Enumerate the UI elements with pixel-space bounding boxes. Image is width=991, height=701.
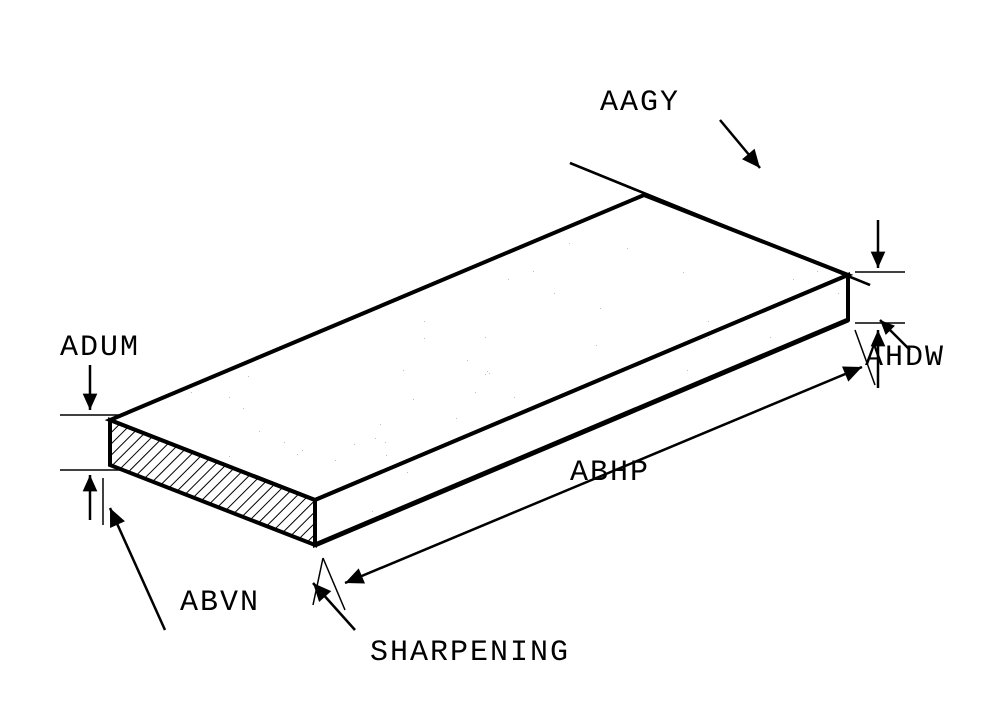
label-aagy: AAGY: [600, 86, 680, 120]
label-abhp: ABHP: [570, 456, 650, 490]
sharpening-stone-diagram: AAGY ADUM AHDW ABHP ABVN SHARPENING: [0, 0, 991, 701]
label-ahdw: AHDW: [865, 341, 945, 375]
sharpening-stone: [110, 195, 848, 545]
label-adum: ADUM: [60, 331, 140, 365]
diagram-title: SHARPENING: [370, 636, 570, 670]
label-abvn: ABVN: [180, 586, 260, 620]
